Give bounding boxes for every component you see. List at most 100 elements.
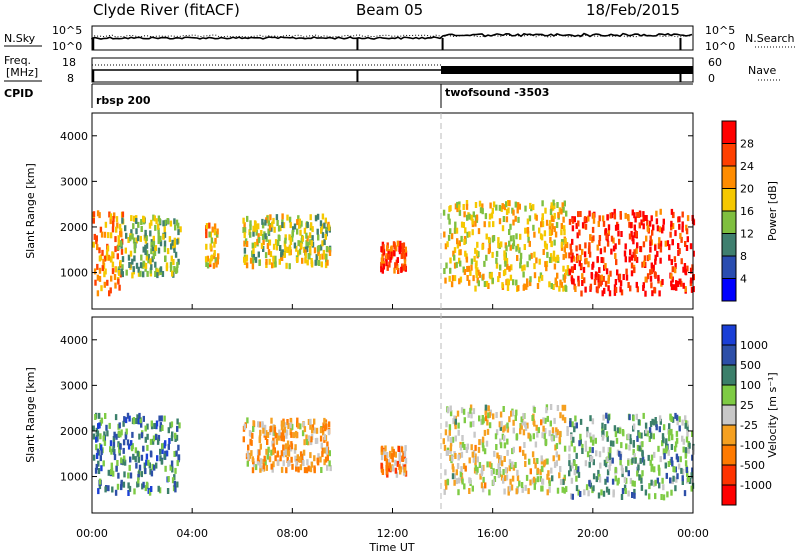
data-cell — [595, 476, 598, 483]
data-cell — [296, 219, 299, 226]
data-cell — [662, 494, 666, 501]
data-cell — [154, 224, 157, 231]
data-cell — [146, 444, 149, 451]
data-cell — [93, 268, 97, 275]
data-cell — [548, 430, 551, 437]
data-cell — [637, 464, 640, 471]
data-cell — [544, 440, 548, 447]
data-cell — [275, 214, 279, 221]
data-cell — [606, 476, 609, 483]
data-cell — [492, 479, 495, 486]
data-cell — [205, 223, 209, 229]
data-cell — [502, 477, 505, 484]
data-cell — [476, 456, 479, 463]
data-cell — [94, 279, 97, 286]
colorbar-swatch — [722, 385, 736, 406]
data-cell — [649, 269, 652, 276]
data-cell — [560, 281, 563, 288]
data-cell — [488, 241, 491, 248]
data-cell — [245, 262, 249, 269]
data-cell — [315, 254, 318, 261]
data-cell — [619, 280, 623, 287]
data-cell — [114, 266, 118, 273]
data-cell — [321, 451, 324, 458]
data-cell — [602, 220, 606, 227]
data-cell — [304, 249, 307, 256]
data-cell — [631, 209, 634, 216]
data-cell — [261, 234, 265, 240]
data-cell — [678, 223, 681, 230]
data-cell — [281, 249, 284, 256]
data-cell — [630, 254, 634, 261]
data-cell — [587, 261, 590, 268]
data-cell — [470, 444, 473, 451]
data-cell — [382, 263, 386, 270]
data-cell — [559, 279, 562, 286]
data-cell — [589, 415, 592, 422]
data-cell — [453, 275, 457, 282]
data-cell — [161, 425, 164, 431]
data-cell — [671, 212, 675, 219]
data-cell — [632, 449, 635, 456]
data-cell — [317, 234, 320, 241]
data-cell — [320, 467, 323, 473]
data-cell — [609, 447, 612, 454]
data-cell — [562, 265, 565, 272]
data-cell — [159, 266, 163, 273]
data-cell — [485, 280, 489, 287]
data-cell — [297, 240, 300, 247]
data-cell — [600, 489, 603, 496]
data-cell — [213, 229, 217, 236]
data-cell — [490, 212, 494, 219]
data-cell — [500, 460, 504, 467]
data-cell — [573, 216, 576, 223]
data-cell — [258, 437, 261, 444]
data-cell — [446, 478, 449, 485]
data-cell — [153, 464, 156, 471]
data-cell — [97, 423, 100, 430]
data-cell — [274, 455, 277, 462]
data-cell — [690, 286, 694, 293]
data-cell — [540, 465, 544, 472]
data-cell — [328, 450, 331, 457]
data-cell — [98, 212, 101, 219]
data-cell — [624, 488, 627, 494]
data-cell — [390, 245, 393, 252]
data-cell — [478, 200, 482, 207]
data-cell — [321, 240, 324, 247]
data-cell — [644, 276, 647, 283]
data-cell — [561, 404, 564, 411]
data-cell — [167, 427, 170, 434]
data-cell — [269, 426, 272, 433]
data-cell — [322, 249, 326, 256]
data-cell — [488, 213, 492, 220]
data-cell — [159, 455, 162, 462]
data-cell — [175, 450, 178, 457]
data-cell — [534, 213, 537, 220]
data-cell — [169, 220, 173, 227]
data-cell — [140, 454, 144, 461]
data-cell — [243, 259, 247, 265]
data-cell — [541, 200, 544, 207]
data-cell — [482, 445, 485, 452]
data-cell — [164, 465, 167, 472]
data-cell — [650, 479, 653, 486]
data-cell — [472, 211, 475, 218]
data-cell — [306, 259, 309, 266]
data-cell — [473, 255, 476, 262]
data-cell — [530, 252, 533, 259]
data-cell — [649, 220, 652, 227]
data-cell — [279, 245, 282, 251]
data-cell — [243, 240, 246, 247]
data-cell — [492, 413, 495, 420]
data-cell — [94, 467, 98, 474]
data-cell — [655, 218, 659, 225]
data-cell — [638, 222, 641, 229]
data-cell — [603, 264, 606, 271]
data-cell — [443, 268, 446, 274]
data-cell — [544, 261, 547, 268]
data-cell — [114, 246, 117, 253]
data-cell — [614, 224, 618, 231]
data-cell — [654, 258, 657, 265]
